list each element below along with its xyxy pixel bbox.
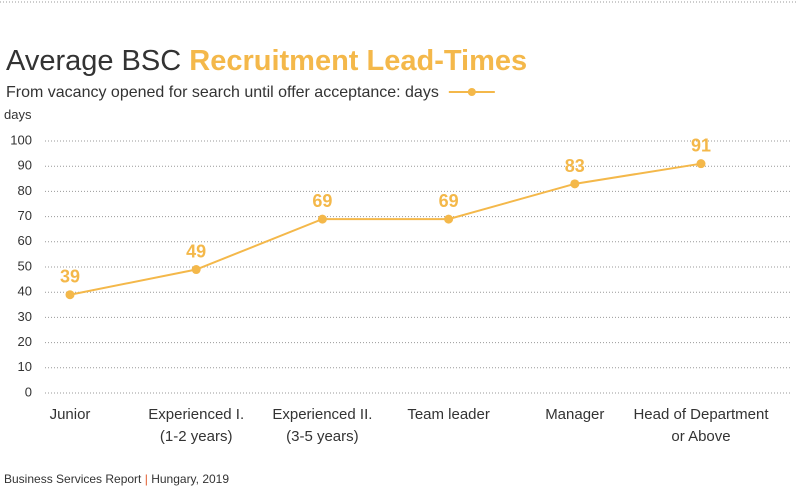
value-label: 39 (60, 267, 80, 287)
x-tick-label: Manager (545, 406, 604, 423)
title-highlight: Recruitment Lead-Times (189, 45, 527, 77)
x-tick-label: Experienced II. (272, 406, 372, 423)
x-tick-label: Junior (50, 406, 91, 423)
title-plain: Average BSC (6, 45, 181, 77)
y-tick-label: 50 (18, 258, 32, 273)
legend-marker (467, 88, 476, 96)
point (191, 265, 201, 275)
x-tick-label: Head of Department (633, 406, 769, 423)
source-text: Business Services Report (4, 472, 142, 486)
x-tick-label: Team leader (407, 406, 490, 423)
x-tick-label: (1-2 years) (160, 428, 233, 445)
value-label: 69 (439, 191, 459, 211)
point (696, 159, 706, 169)
legend-label: From vacancy opened for search until off… (6, 84, 439, 101)
point (65, 290, 75, 300)
y-tick-label: 60 (18, 233, 32, 248)
chart-title: Average BSC Recruitment Lead-Times (6, 45, 527, 77)
value-label: 69 (312, 191, 332, 211)
value-label: 91 (691, 136, 711, 156)
x-tick-label: (3-5 years) (286, 428, 359, 445)
y-tick-label: 30 (18, 309, 32, 324)
point (444, 214, 454, 224)
point (570, 179, 580, 189)
y-tick-label: 90 (18, 158, 32, 173)
source-place: Hungary, 2019 (151, 472, 229, 486)
x-tick-label: or Above (671, 428, 730, 445)
y-tick-label: 20 (18, 334, 32, 349)
y-tick-label: 40 (18, 284, 32, 299)
source: Business Services Report | Hungary, 2019 (4, 472, 229, 486)
value-label: 49 (186, 242, 206, 262)
point (317, 214, 327, 224)
x-tick-label: Experienced I. (148, 406, 244, 423)
y-tick-label: 0 (25, 384, 32, 399)
y-tick-label: 70 (18, 208, 32, 223)
y-tick-label: 10 (18, 359, 32, 374)
y-axis-label: days (4, 107, 32, 122)
value-label: 83 (565, 156, 585, 176)
source-separator: | (145, 472, 148, 486)
line (69, 162, 702, 296)
y-tick-label: 80 (18, 183, 32, 198)
y-tick-label: 100 (10, 132, 32, 147)
